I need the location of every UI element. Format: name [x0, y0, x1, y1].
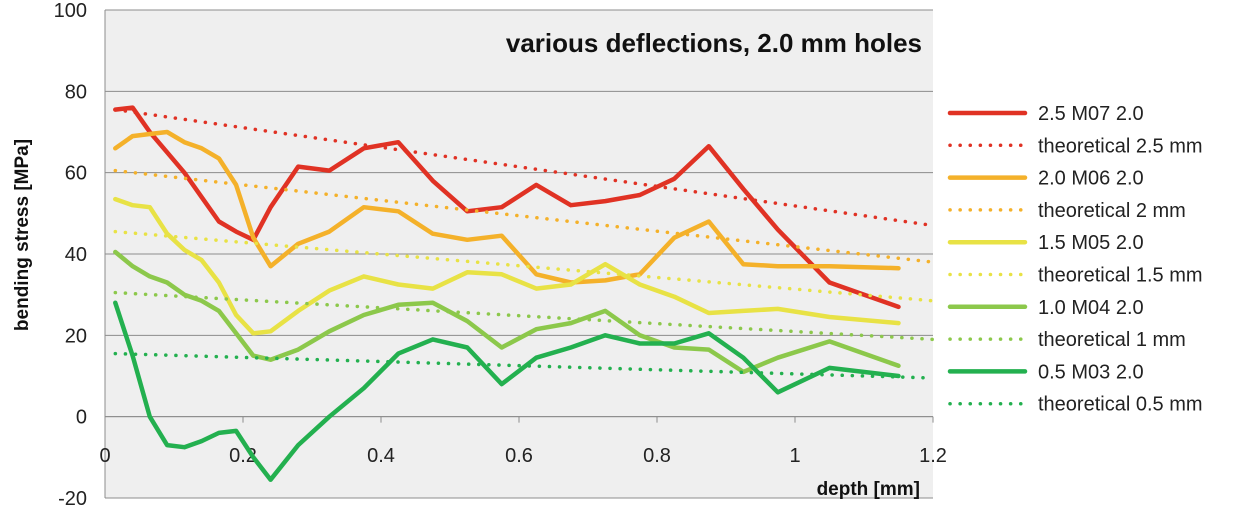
- series-line: [113, 196, 901, 336]
- x-tick-labels: 0 0.2 0.4 0.6 0.8 1 1.2: [99, 416, 947, 467]
- y-tick-label: 100: [54, 0, 87, 22]
- x-tick-label: 0.8: [643, 445, 671, 467]
- series-line: [113, 129, 901, 285]
- series-lines: [113, 105, 935, 482]
- series-line: [113, 300, 901, 482]
- y-tick-label: -20: [58, 488, 87, 507]
- series-line: [113, 105, 901, 310]
- legend-label: 2.0 M06 2.0: [1038, 168, 1144, 190]
- y-tick-label: 20: [65, 325, 87, 347]
- legend: 2.5 M07 2.0 theoretical 2.5 mm 2.0 M06 2.0…: [947, 103, 1203, 416]
- legend-label: 2.5 M07 2.0: [1038, 103, 1144, 125]
- chart-title: various deflections, 2.0 mm holes: [506, 28, 922, 58]
- series-line: [113, 107, 935, 228]
- y-tick-labels: -20 0 20 40 60 80 100: [54, 0, 87, 507]
- series-line: [113, 249, 901, 375]
- x-tick-label: 0.4: [367, 445, 395, 467]
- y-tick-label: 80: [65, 81, 87, 103]
- y-axis-title: bending stress [MPa]: [12, 139, 33, 331]
- y-tick-label: 60: [65, 163, 87, 185]
- legend-label: theoretical 1.5 mm: [1038, 265, 1203, 287]
- legend-label: theoretical 0.5 mm: [1038, 394, 1203, 416]
- legend-label: 1.5 M05 2.0: [1038, 232, 1144, 254]
- x-tick-label: 0.6: [505, 445, 533, 467]
- legend-label: theoretical 2 mm: [1038, 200, 1186, 222]
- series-line: [113, 168, 935, 264]
- legend-label: theoretical 1 mm: [1038, 329, 1186, 351]
- legend-label: 0.5 M03 2.0: [1038, 361, 1144, 383]
- x-axis-title: depth [mm]: [817, 479, 920, 500]
- x-tick-label: 0: [99, 445, 110, 467]
- x-tick-label: 1.2: [919, 445, 947, 467]
- y-tick-label: 40: [65, 244, 87, 266]
- legend-label: theoretical 2.5 mm: [1038, 135, 1203, 157]
- y-tick-label: 0: [76, 407, 87, 429]
- x-tick-label: 1: [789, 445, 800, 467]
- legend-label: 1.0 M04 2.0: [1038, 297, 1144, 319]
